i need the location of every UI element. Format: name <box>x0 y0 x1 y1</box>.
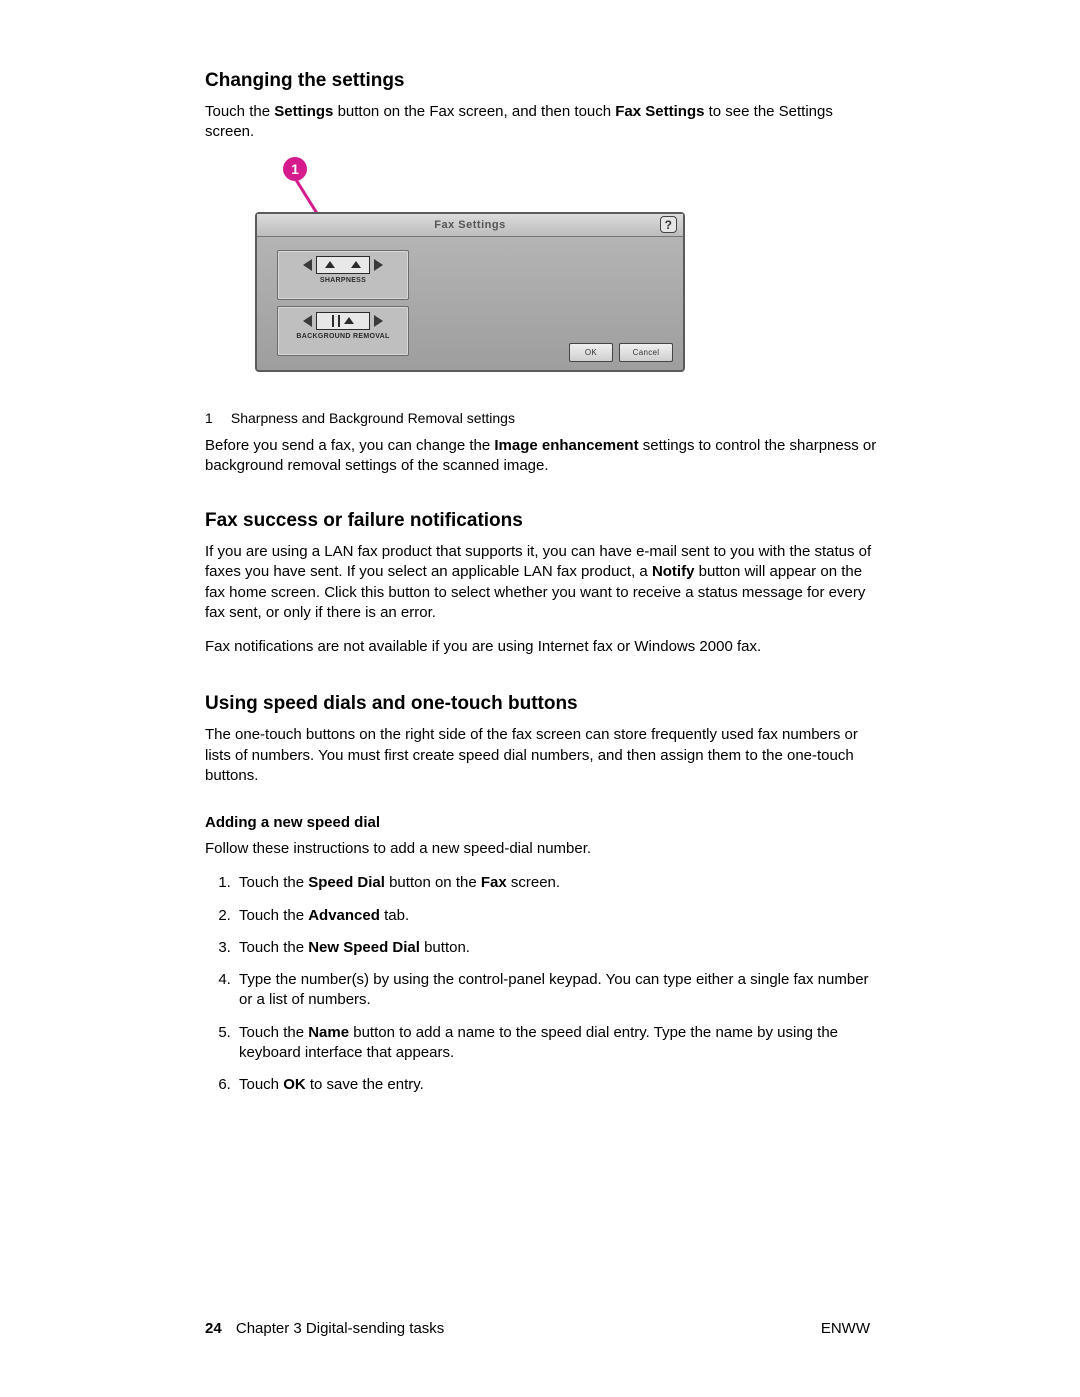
document-page: Changing the settings Touch the Settings… <box>0 0 1080 1397</box>
subheading-add-speed-dial: Adding a new speed dial <box>205 814 880 831</box>
help-icon[interactable]: ? <box>660 216 677 233</box>
heading-changing-settings: Changing the settings <box>205 70 880 92</box>
page-number: 24 <box>205 1320 222 1337</box>
notifications-paragraph-2: Fax notifications are not available if y… <box>205 637 880 657</box>
bgremoval-slider[interactable] <box>316 312 370 330</box>
figure-fax-settings: 1 Fax Settings ? SHARPNESS <box>245 157 880 392</box>
cancel-button[interactable]: Cancel <box>619 343 673 362</box>
sharpness-label: SHARPNESS <box>278 277 408 284</box>
caption-text: Sharpness and Background Removal setting… <box>231 410 515 426</box>
bgremoval-decrease-icon[interactable] <box>303 315 312 327</box>
page-footer: 24 Chapter 3 Digital-sending tasks ENWW <box>205 1320 870 1337</box>
sharpness-slider[interactable] <box>316 256 370 274</box>
background-removal-panel: BACKGROUND REMOVAL <box>277 306 409 356</box>
step-5: Touch the Name button to add a name to t… <box>235 1023 880 1064</box>
step-6: Touch OK to save the entry. <box>235 1075 880 1095</box>
heading-speed-dials: Using speed dials and one-touch buttons <box>205 693 880 715</box>
image-enhancement-paragraph: Before you send a fax, you can change th… <box>205 436 880 477</box>
footer-left: 24 Chapter 3 Digital-sending tasks <box>205 1320 444 1337</box>
sharpness-decrease-icon[interactable] <box>303 259 312 271</box>
fax-settings-titlebar: Fax Settings ? <box>257 214 683 237</box>
speed-dial-steps: Touch the Speed Dial button on the Fax s… <box>205 873 880 1095</box>
bgremoval-increase-icon[interactable] <box>374 315 383 327</box>
callout-badge: 1 <box>283 157 307 181</box>
sharpness-panel: SHARPNESS <box>277 250 409 300</box>
ok-button[interactable]: OK <box>569 343 613 362</box>
fax-settings-title: Fax Settings <box>434 219 505 231</box>
footer-right: ENWW <box>821 1320 870 1337</box>
add-speed-dial-intro: Follow these instructions to add a new s… <box>205 839 880 859</box>
sharpness-increase-icon[interactable] <box>374 259 383 271</box>
step-2: Touch the Advanced tab. <box>235 906 880 926</box>
heading-fax-notifications: Fax success or failure notifications <box>205 510 880 532</box>
step-4: Type the number(s) by using the control-… <box>235 970 880 1011</box>
step-1: Touch the Speed Dial button on the Fax s… <box>235 873 880 893</box>
fax-settings-screen: Fax Settings ? SHARPNESS <box>255 212 685 372</box>
bgremoval-label: BACKGROUND REMOVAL <box>278 333 408 340</box>
figure-caption: 1 Sharpness and Background Removal setti… <box>205 410 880 426</box>
intro-paragraph-1: Touch the Settings button on the Fax scr… <box>205 102 880 143</box>
step-3: Touch the New Speed Dial button. <box>235 938 880 958</box>
chapter-title: Chapter 3 Digital-sending tasks <box>236 1320 444 1337</box>
speed-dials-intro: The one-touch buttons on the right side … <box>205 725 880 786</box>
notifications-paragraph-1: If you are using a LAN fax product that … <box>205 542 880 623</box>
caption-number: 1 <box>205 410 227 426</box>
